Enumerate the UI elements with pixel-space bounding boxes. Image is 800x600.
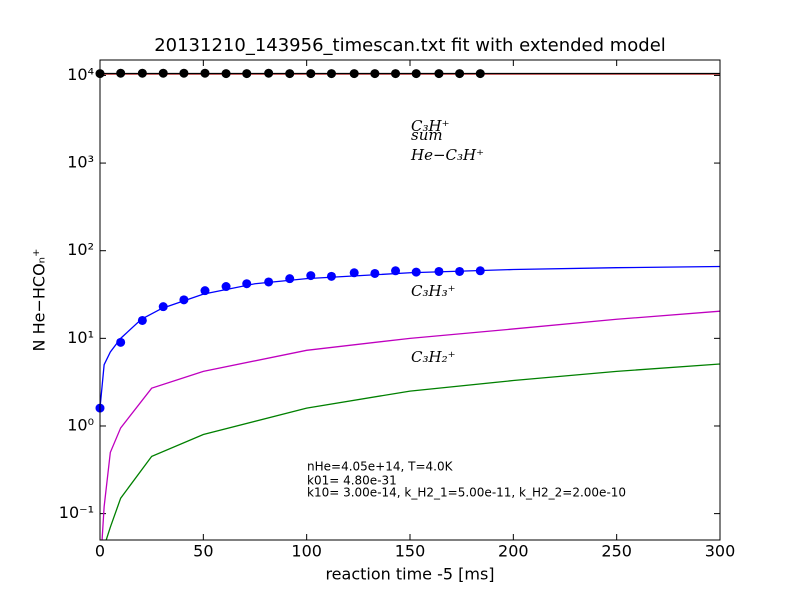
data-point (116, 337, 126, 347)
y-tick-label: 10¹ (67, 328, 94, 347)
data-point (285, 274, 295, 284)
data-point (306, 69, 316, 79)
y-tick-label: 10⁻¹ (59, 503, 94, 522)
data-point (349, 268, 359, 278)
y-tick-label: 10⁰ (67, 415, 94, 434)
y-tick-label: 10³ (67, 153, 94, 172)
x-tick-label: 150 (395, 542, 426, 561)
data-point (264, 277, 274, 287)
data-point (370, 268, 380, 278)
data-point (475, 266, 485, 276)
x-tick-label: 250 (601, 542, 632, 561)
data-point (200, 286, 210, 296)
data-point (179, 295, 189, 305)
data-point (158, 302, 168, 312)
data-point (391, 69, 401, 79)
series-label: sum (411, 126, 443, 144)
data-point (137, 315, 147, 325)
series-label: C₃H⁺ (411, 117, 450, 135)
data-point (434, 266, 444, 276)
x-tick-label: 100 (291, 542, 322, 561)
annotation: nHe=4.05e+14, T=4.0K (307, 460, 454, 474)
data-point (326, 69, 336, 79)
fit-line (100, 265, 720, 409)
data-point (411, 267, 421, 277)
series-label: C₃H₃⁺ (411, 282, 456, 300)
plot-frame (99, 59, 721, 541)
x-tick-label: 0 (95, 542, 105, 561)
data-point (158, 68, 168, 78)
data-point (475, 69, 485, 79)
data-point (411, 69, 421, 79)
data-point (242, 279, 252, 289)
data-point (137, 68, 147, 78)
series-label: C₃H₂⁺ (411, 348, 456, 366)
data-point (455, 266, 465, 276)
data-point (179, 68, 189, 78)
data-point (434, 69, 444, 79)
data-point (221, 69, 231, 79)
data-point (306, 271, 316, 281)
data-point (242, 69, 252, 79)
x-axis-label: reaction time -5 [ms] (325, 565, 494, 584)
data-point (391, 266, 401, 276)
x-tick-label: 50 (193, 542, 213, 561)
fit-line (105, 363, 720, 540)
data-point (285, 69, 295, 79)
y-tick-label: 10⁴ (67, 65, 94, 84)
data-point (455, 69, 465, 79)
fit-line (101, 310, 720, 540)
x-tick-label: 200 (498, 542, 529, 561)
data-point (326, 271, 336, 281)
data-point (349, 69, 359, 79)
data-point (116, 68, 126, 78)
x-tick-label: 300 (705, 542, 736, 561)
series-label: He−C₃H⁺ (410, 146, 484, 164)
y-axis-label: N He−HCOₙ⁺ (30, 249, 49, 352)
data-point (370, 69, 380, 79)
data-point (200, 68, 210, 78)
annotation: k10= 3.00e-14, k_H2_1=5.00e-11, k_H2_2=2… (307, 486, 626, 500)
chart-title: 20131210_143956_timescan.txt fit with ex… (154, 35, 666, 56)
annotation: k01= 4.80e-31 (307, 474, 397, 488)
data-point (221, 282, 231, 292)
y-tick-label: 10² (67, 240, 94, 259)
data-point (264, 68, 274, 78)
